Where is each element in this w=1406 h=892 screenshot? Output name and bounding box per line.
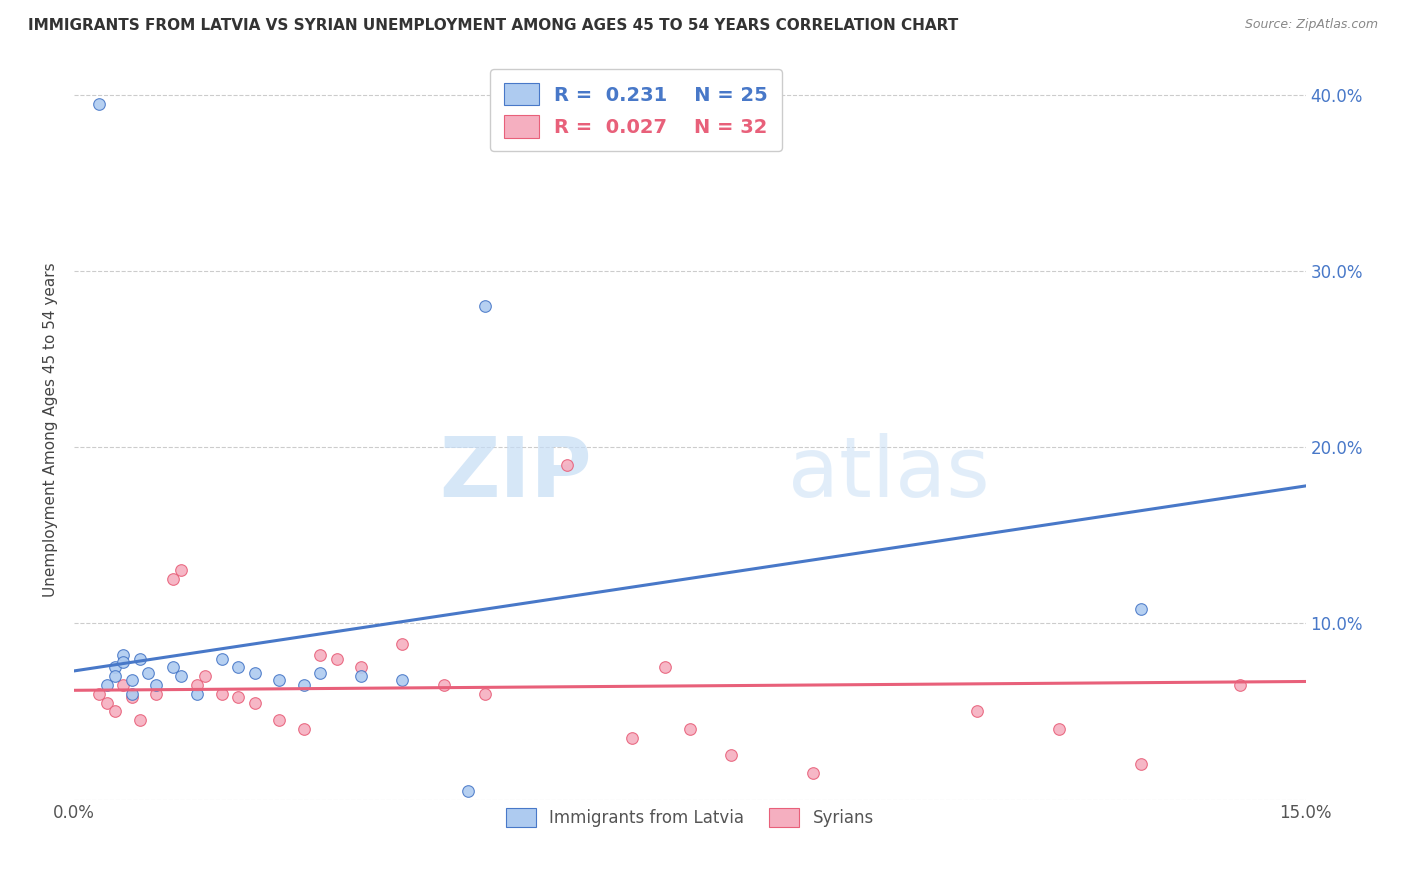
Point (621, 731, 644, 745)
Point (350, 669, 373, 683)
Point (170, 669, 193, 683)
Point (654, 660, 676, 674)
Point (1047, 722, 1070, 736)
Point (966, 705, 988, 719)
Point (211, 687, 233, 701)
Point (194, 669, 217, 683)
Point (104, 705, 127, 719)
Point (391, 638, 413, 652)
Point (243, 696, 266, 710)
Point (326, 651, 349, 665)
Point (292, 678, 315, 692)
Point (136, 665, 159, 680)
Text: IMMIGRANTS FROM LATVIA VS SYRIAN UNEMPLOYMENT AMONG AGES 45 TO 54 YEARS CORRELAT: IMMIGRANTS FROM LATVIA VS SYRIAN UNEMPLO… (28, 18, 959, 33)
Text: atlas: atlas (789, 434, 990, 515)
Point (128, 713, 150, 727)
Point (87, 687, 110, 701)
Point (186, 678, 208, 692)
Point (104, 669, 127, 683)
Point (457, 783, 479, 797)
Point (801, 766, 824, 780)
Point (96, 696, 118, 710)
Point (269, 713, 291, 727)
Point (211, 651, 233, 665)
Point (1229, 678, 1251, 692)
Point (1130, 757, 1153, 772)
Point (391, 673, 413, 687)
Point (226, 690, 249, 705)
Point (96, 678, 118, 692)
Point (186, 687, 208, 701)
Point (226, 660, 249, 674)
Point (104, 660, 127, 674)
Point (474, 687, 496, 701)
Y-axis label: Unemployment Among Ages 45 to 54 years: Unemployment Among Ages 45 to 54 years (44, 262, 58, 597)
Point (555, 458, 578, 472)
Point (432, 678, 454, 692)
Point (309, 665, 332, 680)
Point (1130, 602, 1153, 616)
Point (243, 665, 266, 680)
Point (170, 564, 193, 578)
Point (121, 687, 143, 701)
Point (269, 673, 291, 687)
Point (679, 722, 702, 736)
Point (474, 299, 496, 313)
Point (112, 655, 135, 669)
Text: Source: ZipAtlas.com: Source: ZipAtlas.com (1244, 18, 1378, 31)
Point (121, 673, 143, 687)
Point (145, 678, 167, 692)
Text: ZIP: ZIP (439, 434, 592, 515)
Point (720, 748, 742, 763)
Point (350, 660, 373, 674)
Point (292, 722, 315, 736)
Point (145, 687, 167, 701)
Point (309, 648, 332, 662)
Point (87, 96, 110, 111)
Point (128, 651, 150, 665)
Point (112, 678, 135, 692)
Point (162, 572, 184, 586)
Point (121, 690, 143, 705)
Legend: Immigrants from Latvia, Syrians: Immigrants from Latvia, Syrians (498, 799, 882, 836)
Point (162, 660, 184, 674)
Point (112, 648, 135, 662)
